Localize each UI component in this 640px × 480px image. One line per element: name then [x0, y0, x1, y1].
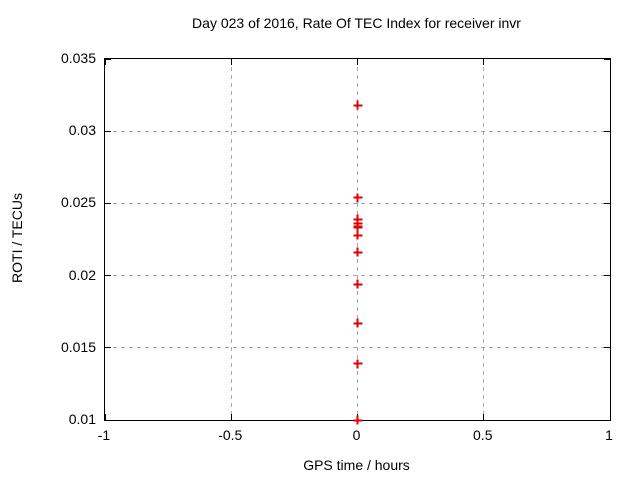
data-point-marker: [353, 100, 362, 110]
gridline-vertical: [483, 59, 485, 420]
y-tick-right: [604, 58, 610, 60]
x-tick-bottom: [609, 414, 611, 420]
plot-area: [104, 58, 611, 425]
data-point-marker: [353, 318, 362, 328]
y-tick-label: 0.03: [68, 122, 96, 139]
x-tick-bottom: [104, 414, 106, 420]
y-tick-right: [604, 202, 610, 204]
x-tick-label: -0.5: [218, 427, 243, 443]
y-tick-left: [105, 130, 111, 132]
y-tick-label: 0.02: [68, 266, 96, 283]
y-tick-label: 0.025: [60, 194, 96, 211]
data-point-marker: [353, 223, 362, 233]
chart-title: Day 023 of 2016, Rate Of TEC Index for r…: [192, 15, 521, 31]
data-point-marker: [353, 359, 362, 369]
data-point-marker: [353, 193, 362, 203]
x-tick-top: [483, 59, 485, 65]
y-tick-left: [105, 419, 111, 421]
data-point-marker: [353, 230, 362, 240]
gridline-vertical: [230, 59, 232, 420]
y-tick-left: [105, 202, 111, 204]
x-tick-top: [609, 59, 611, 65]
y-tick-left: [105, 58, 111, 60]
y-tick-label: 0.035: [60, 50, 96, 66]
data-point-marker: [353, 247, 362, 257]
x-tick-bottom: [230, 414, 232, 420]
data-point-marker: [353, 279, 362, 289]
x-tick-bottom: [483, 414, 485, 420]
y-tick-left: [105, 275, 111, 277]
x-axis-title: GPS time / hours: [303, 457, 410, 473]
y-tick-right: [604, 130, 610, 132]
y-tick-label: 0.01: [68, 411, 96, 427]
x-tick-label: 0.5: [473, 427, 493, 443]
x-tick-top: [357, 59, 358, 65]
x-tick-label: 0: [352, 427, 361, 443]
y-tick-left: [105, 347, 111, 349]
x-tick-label: -1: [97, 427, 111, 443]
x-tick-top: [230, 59, 232, 65]
y-tick-label: 0.015: [60, 338, 96, 355]
x-tick-label: 1: [605, 427, 613, 443]
data-point-marker: [353, 415, 362, 425]
x-tick-top: [104, 59, 106, 65]
y-tick-right: [604, 275, 610, 277]
y-tick-right: [604, 347, 610, 349]
y-tick-right: [604, 419, 610, 421]
